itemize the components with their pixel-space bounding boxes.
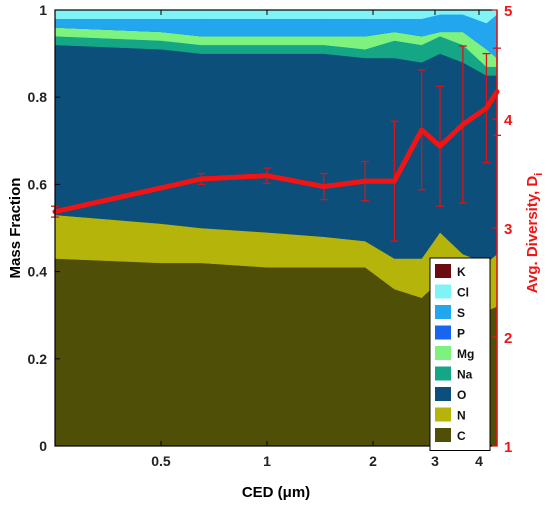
legend-swatch-cl (435, 284, 451, 299)
legend-swatch-s (435, 305, 451, 319)
legend-label-c: C (457, 429, 466, 443)
y-tick-label: 1 (39, 2, 47, 18)
legend-swatch-mg (435, 346, 451, 360)
y-axis-title: Mass Fraction (7, 178, 24, 279)
x-tick-label: 1 (263, 453, 271, 469)
y-tick-label: 0.6 (28, 176, 48, 192)
y-right-tick-label: 1 (504, 439, 512, 456)
y-right-tick-label: 2 (504, 330, 512, 347)
y-axis-right-title-subscript: i (533, 173, 545, 176)
legend-label-k: K (457, 265, 466, 279)
y-tick-label: 0.4 (28, 264, 48, 280)
y-tick-label: 0.2 (28, 351, 48, 367)
legend-label-na: Na (457, 368, 473, 382)
x-tick-label: 4 (475, 453, 483, 469)
legend-swatch-o (435, 387, 451, 401)
legend-label-n: N (457, 409, 466, 423)
legend-label-cl: Cl (457, 286, 469, 300)
legend-swatch-k (435, 264, 451, 278)
area-layer (54, 9, 498, 447)
y-axis-right: 1 2 3 4 5 (492, 3, 513, 456)
y-axis-right-title-main: Avg. Diversity, D (524, 176, 541, 294)
legend-swatch-c (435, 428, 451, 442)
legend-label-mg: Mg (457, 347, 474, 361)
x-tick-label: 3 (431, 453, 439, 469)
legend: K Cl SP Mg Na ONC (429, 257, 491, 451)
diversity-line (52, 89, 500, 215)
x-tick-label: 0.5 (151, 453, 171, 469)
legend-swatch-na (435, 366, 451, 381)
x-axis-title: CED (μm) (242, 484, 310, 501)
legend-swatch-p (435, 325, 451, 340)
x-tick-label: 2 (369, 453, 377, 469)
y-right-tick-label: 4 (504, 112, 513, 129)
legend-swatch-n (435, 407, 451, 422)
y-axis-left: 0 0.2 0.4 0.6 0.8 1 (28, 2, 60, 454)
y-tick-label: 0 (39, 438, 47, 454)
y-tick-label: 0.8 (28, 89, 48, 105)
y-axis-right-title: Avg. Diversity, Di (524, 173, 545, 294)
legend-label-o: O (457, 388, 466, 402)
y-right-tick-label: 3 (504, 221, 512, 238)
y-right-tick-label: 5 (504, 3, 512, 20)
legend-label-s: S (457, 306, 465, 320)
legend-label-p: P (457, 327, 465, 341)
